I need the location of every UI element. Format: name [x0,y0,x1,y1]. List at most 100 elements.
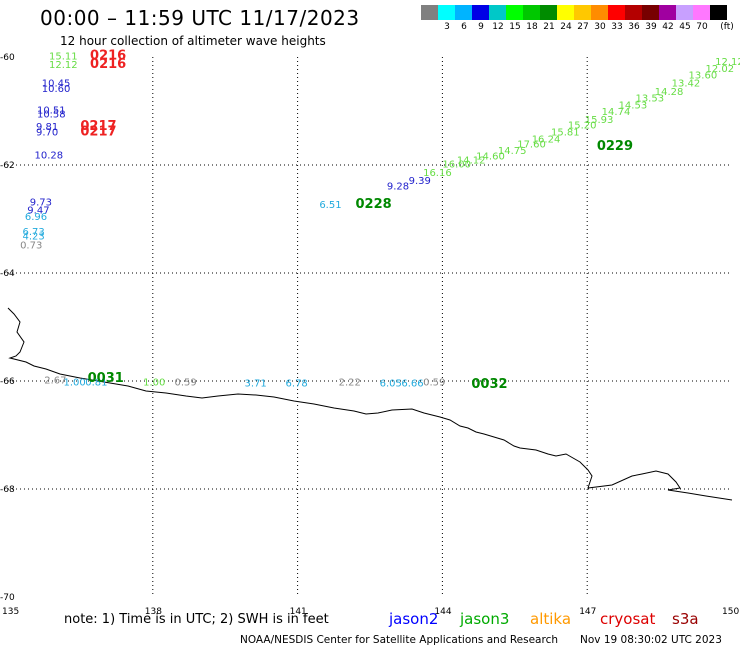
wave-height-value: 15.11 [49,52,78,63]
wave-height-value: 14.75 [498,146,527,157]
credit-line: NOAA/NESDIS Center for Satellite Applica… [240,634,558,646]
wave-height-value: 0.73 [20,241,42,252]
longitude-label: 150 [722,607,739,617]
wave-height-value: 12.02 [705,64,734,75]
wave-height-value: 4.23 [22,232,44,243]
legend-swatch [557,5,574,20]
legend-label: 30 [594,22,606,32]
legend-label: 45 [679,22,691,32]
wave-height-value: 13.60 [689,71,718,82]
satellite-name: jason2 [389,610,439,628]
latitude-label: -70 [0,593,15,603]
legend-label: 21 [543,22,555,32]
wave-height-value: 10.51 [37,106,66,117]
longitude-label: 141 [290,607,307,617]
generated-timestamp: Nov 19 08:30:02 UTC 2023 [580,634,722,646]
wave-height-value: 12.12 [715,57,740,68]
legend-label: 36 [628,22,640,32]
pass-time-label: 0031 [88,371,124,386]
legend-label: 6 [461,22,467,32]
footnote: note: 1) Time is in UTC; 2) SWH is in fe… [64,612,329,627]
legend-label: 33 [611,22,623,32]
wave-height-value: 16.24 [532,134,561,145]
wave-height-value: 15.93 [585,115,614,126]
wave-height-value: 1.00 [143,377,165,388]
legend-label: 42 [662,22,674,32]
wave-height-value: 6.78 [286,378,308,389]
legend-label: 12 [492,22,504,32]
satellite-name: s3a [672,610,699,628]
wave-height-value: 1.00 [64,377,86,388]
legend-label: 27 [577,22,589,32]
legend-label: 18 [526,22,538,32]
latitude-label: -64 [0,269,15,279]
graticule: 135 138 141 144 147 150 -60 -62 -64 -66 -68 -70 [0,53,739,617]
latitude-label: -66 [0,377,15,387]
latitude-label: -68 [0,485,15,495]
wave-height-value: 14.74 [602,107,631,118]
wave-height-value: 0.59 [423,377,445,388]
legend-label: 15 [509,22,521,32]
longitude-label: 147 [579,607,596,617]
legend-swatch [608,5,625,20]
satellite-name: cryosat [600,610,656,628]
wave-height-value: 9.39 [409,176,431,187]
legend-label: 9 [478,22,484,32]
wave-height-value: 15.20 [568,120,597,131]
legend-swatch [421,5,438,20]
wave-height-value: 6.05 [380,378,402,389]
satellite-name: jason3 [460,610,510,628]
longitude-label: 135 [2,607,19,617]
wave-height-value: 13.42 [672,79,701,90]
wave-height-value: 9.70 [36,127,58,138]
wave-height-value: 14.60 [476,152,505,163]
antarctic-coastline [7,307,733,501]
wave-height-value: 12.12 [49,60,78,71]
legend-label: 70 [696,22,708,32]
wave-height-value: 10.60 [42,84,71,95]
wave-height-value: 6.51 [319,200,341,211]
legend-swatch [625,5,642,20]
longitude-label: 144 [434,607,451,617]
legend-swatch [591,5,608,20]
pass-time-label: 0032 [471,377,507,392]
wave-height-value: 9.81 [36,122,58,133]
pass-time-label: 0216 [90,57,126,72]
wave-height-value: 17.60 [517,140,546,151]
wave-height-value: 10.58 [37,109,66,120]
wave-height-value: 14.53 [619,100,648,111]
pass-time-label: 0217 [80,124,116,139]
legend-swatch [693,5,710,20]
wave-height-value: 16.00 [442,160,471,171]
wave-height-value: 6.66 [401,378,423,389]
legend-label: 39 [645,22,657,32]
legend-label: 3 [444,22,450,32]
legend-swatch [438,5,455,20]
wave-height-value: 10.28 [35,151,64,162]
latitude-label: -62 [0,161,15,171]
legend-swatch [523,5,540,20]
legend-swatch [455,5,472,20]
legend-swatch [676,5,693,20]
legend-label: 24 [560,22,572,32]
latitude-label: -60 [0,53,15,63]
wave-height-value: 2.67 [44,376,66,387]
wave-height-value: 6.73 [22,227,44,238]
legend-swatch [710,5,727,20]
pass-time-label: 0228 [356,197,392,212]
wave-height-value: 3.71 [245,378,267,389]
legend-swatch [472,5,489,20]
legend-swatch [659,5,676,20]
wave-height-value: 10.45 [42,79,71,90]
legend-swatch [506,5,523,20]
wave-height-value: 0.59 [175,377,197,388]
wave-height-value: 0.81 [85,377,107,388]
wave-height-value: 2.22 [339,377,361,388]
wave-height-value: 9.47 [27,206,49,217]
legend-swatch [574,5,591,20]
wave-height-value: 16.16 [423,168,452,179]
legend-swatch [489,5,506,20]
legend-unit: (ft) [720,22,734,32]
longitude-label: 138 [145,607,162,617]
pass-time-label: 0229 [597,139,633,154]
